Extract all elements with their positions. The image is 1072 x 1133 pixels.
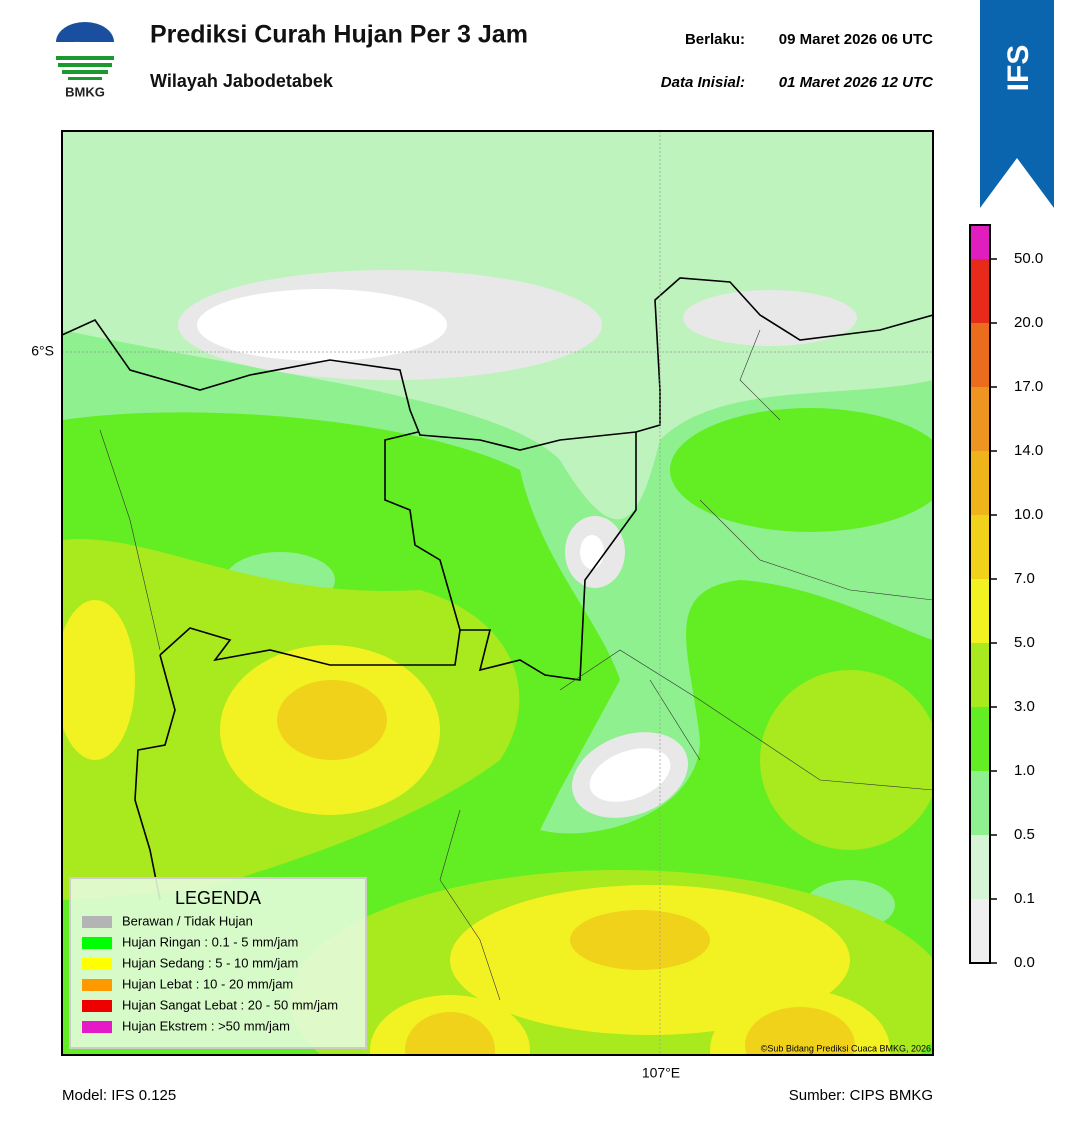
colorbar-tick-label: 0.5	[1014, 826, 1035, 843]
legend-swatch	[82, 916, 112, 928]
legend-label: Hujan Sedang : 5 - 10 mm/jam	[122, 955, 298, 970]
legend-swatch	[82, 958, 112, 970]
legend: LEGENDA Berawan / Tidak Hujan Hujan Ringa…	[69, 877, 367, 1049]
colorbar-tick-label: 50.0	[1014, 250, 1043, 267]
colorbar-segment	[970, 515, 990, 579]
colorbar-segment	[970, 451, 990, 515]
logo: BMKG	[56, 22, 114, 99]
initial-label: Data Inisial:	[661, 74, 745, 91]
colorbar-segment	[970, 899, 990, 963]
colorbar: 0.0 0.1 0.5 1.0 3.0 5.0 7.0 10.0 14.0 17.0 20.0 50.…	[969, 224, 1043, 971]
legend-title: LEGENDA	[175, 888, 261, 908]
lon-label: 107°E	[642, 1065, 680, 1081]
map-frame	[61, 130, 934, 1056]
footer-source: Sumber: CIPS BMKG	[789, 1087, 933, 1104]
credit: ©Sub Bidang Prediksi Cuaca BMKG, 2026	[761, 1043, 931, 1053]
legend-swatch	[82, 937, 112, 949]
colorbar-frame	[969, 224, 991, 964]
legend-label: Berawan / Tidak Hujan	[122, 913, 253, 928]
colorbar-tick-label: 3.0	[1014, 698, 1035, 715]
colorbar-segment	[970, 835, 990, 899]
colorbar-segment	[970, 225, 990, 259]
valid-label: Berlaku:	[685, 31, 745, 48]
colorbar-tick-label: 17.0	[1014, 378, 1043, 395]
colorbar-tick-label: 20.0	[1014, 314, 1043, 331]
legend-label: Hujan Sangat Lebat : 20 - 50 mm/jam	[122, 997, 338, 1012]
colorbar-segment	[970, 387, 990, 451]
colorbar-tick-label: 7.0	[1014, 570, 1035, 587]
colorbar-tick-label: 5.0	[1014, 634, 1035, 651]
logo-text: BMKG	[65, 84, 105, 99]
legend-swatch	[82, 1000, 112, 1012]
initial-time: 01 Maret 2026 12 UTC	[779, 74, 934, 91]
colorbar-tick-label: 0.1	[1014, 890, 1035, 907]
footer-model: Model: IFS 0.125	[62, 1087, 176, 1104]
legend-swatch	[82, 979, 112, 991]
colorbar-segment	[970, 643, 990, 707]
colorbar-tick-label: 1.0	[1014, 762, 1035, 779]
colorbar-segment	[970, 771, 990, 835]
badge-text: IFS	[1002, 45, 1035, 92]
title: Prediksi Curah Hujan Per 3 Jam	[150, 21, 528, 49]
badge	[980, 0, 1054, 208]
colorbar-tick-label: 14.0	[1014, 442, 1043, 459]
colorbar-segment	[970, 259, 990, 323]
colorbar-tick-label: 0.0	[1014, 954, 1035, 971]
legend-swatch	[82, 1021, 112, 1033]
colorbar-segment	[970, 579, 990, 643]
lat-label: 6°S	[31, 343, 54, 359]
colorbar-segment	[970, 707, 990, 771]
legend-label: Hujan Lebat : 10 - 20 mm/jam	[122, 976, 293, 991]
legend-label: Hujan Ringan : 0.1 - 5 mm/jam	[122, 934, 298, 949]
legend-label: Hujan Ekstrem : >50 mm/jam	[122, 1018, 290, 1033]
colorbar-segment	[970, 323, 990, 387]
subtitle: Wilayah Jabodetabek	[150, 71, 334, 91]
valid-time: 09 Maret 2026 06 UTC	[779, 31, 933, 48]
colorbar-tick-label: 10.0	[1014, 506, 1043, 523]
